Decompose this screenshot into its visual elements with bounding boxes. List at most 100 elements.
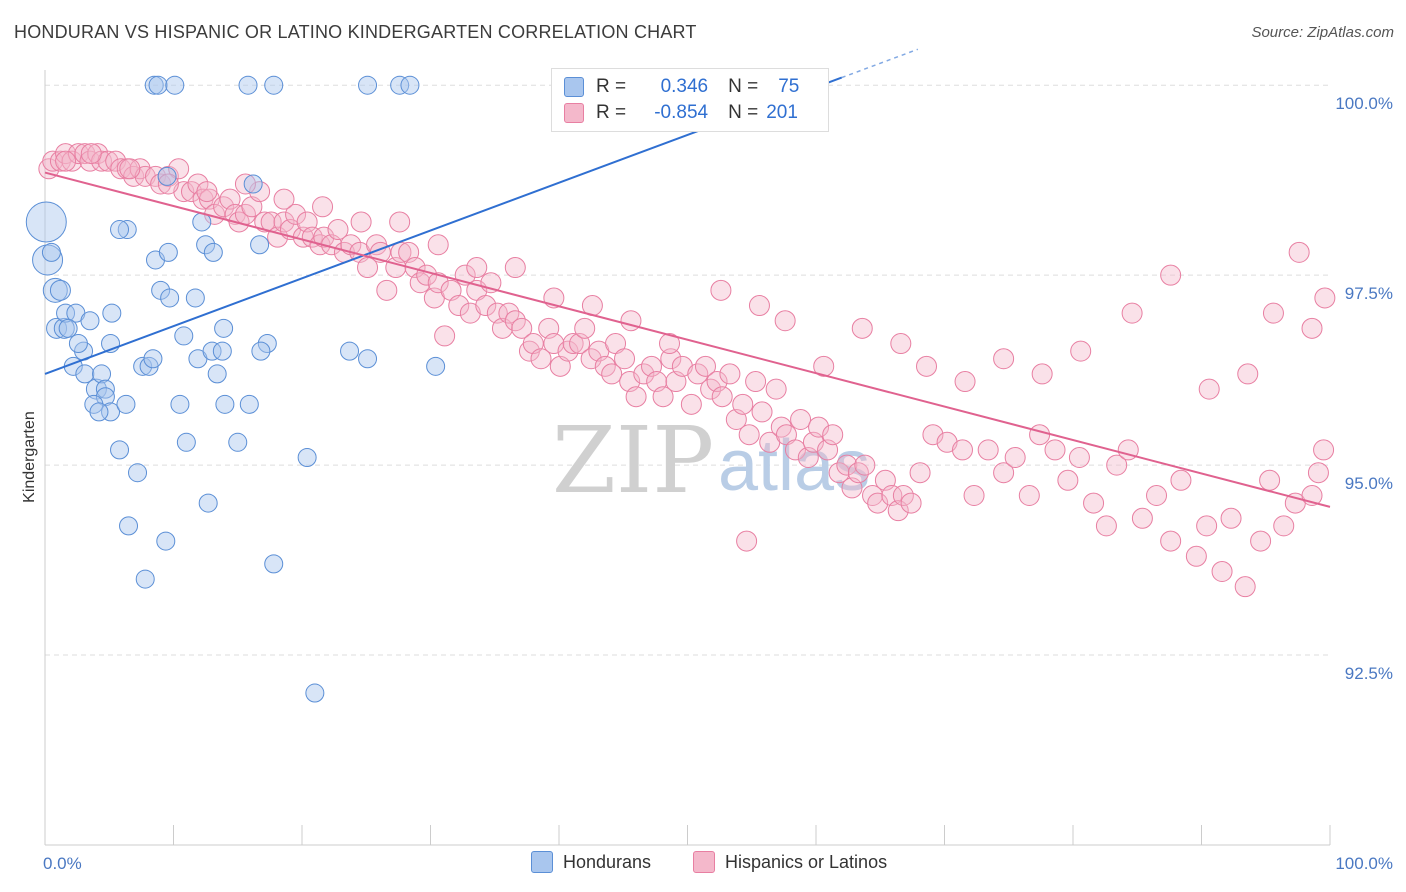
legend-r-label: R = — [596, 76, 627, 97]
data-point-hispanics — [765, 378, 787, 400]
data-point-hondurans — [170, 394, 190, 414]
data-point-hispanics — [150, 173, 172, 195]
data-point-hispanics — [1031, 363, 1053, 385]
data-point-hondurans — [185, 288, 205, 308]
data-point-hispanics — [774, 310, 796, 332]
legend-item-hispanics: Hispanics or Latinos — [693, 851, 887, 873]
data-point-hispanics — [574, 317, 596, 339]
data-point-hispanics — [459, 302, 481, 324]
data-point-hondurans — [143, 349, 163, 369]
data-point-hispanics — [79, 150, 101, 172]
y-tick-label: 95.0% — [1345, 474, 1393, 493]
trend-line-hispanics — [44, 171, 1331, 508]
data-point-hispanics — [680, 393, 702, 415]
data-point-hondurans — [165, 75, 185, 95]
data-point-hispanics — [530, 348, 552, 370]
data-point-hispanics — [1273, 515, 1295, 537]
data-point-hispanics — [1044, 439, 1066, 461]
data-point-hondurans — [174, 326, 194, 346]
data-point-hispanics — [312, 196, 334, 218]
data-point-hondurans — [133, 356, 153, 376]
data-point-hondurans — [212, 341, 232, 361]
data-point-hispanics — [42, 150, 64, 172]
legend-swatch-hondurans — [564, 77, 584, 97]
data-point-hispanics — [909, 462, 931, 484]
data-point-hispanics — [427, 234, 449, 256]
data-point-hispanics — [890, 333, 912, 355]
data-point-hispanics — [694, 355, 716, 377]
data-point-hispanics — [1185, 545, 1207, 567]
data-point-hondurans — [95, 379, 115, 399]
data-point-hispanics — [614, 348, 636, 370]
data-point-hispanics — [954, 371, 976, 393]
legend-r-value: 0.346 — [660, 76, 709, 97]
data-point-hispanics — [1131, 507, 1153, 529]
axis-labels: 92.5% 95.0% 97.5% 100.0% 0.0% 100.0% Kindergar… — [21, 94, 1393, 873]
data-point-hispanics — [157, 173, 179, 195]
data-point-hondurans — [228, 432, 248, 452]
data-point-hondurans — [196, 235, 216, 255]
data-point-hispanics — [687, 363, 709, 385]
data-point-hispanics — [249, 181, 271, 203]
data-point-hondurans — [203, 242, 223, 262]
data-point-hispanics — [601, 363, 623, 385]
data-point-hondurans — [53, 317, 75, 339]
data-point-hispanics — [440, 279, 462, 301]
data-point-hispanics — [562, 333, 584, 355]
data-point-hispanics — [790, 409, 812, 431]
data-point-hondurans — [119, 516, 139, 536]
data-point-hondurans — [297, 448, 317, 467]
data-point-hondurans — [89, 402, 109, 422]
data-point-hispanics — [313, 226, 335, 248]
data-point-hondurans — [239, 394, 259, 414]
data-point-hondurans — [264, 75, 284, 95]
data-point-hondurans — [340, 341, 360, 361]
data-point-hispanics — [1314, 287, 1336, 309]
data-point-hondurans — [148, 75, 168, 95]
x-tick-label-max: 100.0% — [1335, 854, 1393, 873]
data-point-hispanics — [719, 363, 741, 385]
data-point-hondurans — [58, 318, 78, 338]
data-point-hondurans — [128, 463, 148, 483]
data-point-hispanics — [55, 150, 77, 172]
data-point-hispanics — [434, 325, 456, 347]
chart-title: HONDURAN VS HISPANIC OR LATINO KINDERGAR… — [14, 22, 697, 42]
y-axis-label: Kindergarten — [21, 411, 38, 503]
data-point-hondurans — [110, 440, 130, 460]
data-point-hispanics — [196, 181, 218, 203]
data-point-hispanics — [1250, 530, 1272, 552]
series-hispanics-points — [38, 143, 1336, 598]
data-point-hondurans — [157, 166, 177, 186]
data-point-hispanics — [936, 431, 958, 453]
data-point-hispanics — [1018, 484, 1040, 506]
data-point-hispanics — [836, 454, 858, 476]
data-point-hondurans — [156, 531, 176, 551]
data-point-hispanics — [1288, 241, 1310, 263]
legend-n-label: N = — [728, 102, 759, 123]
data-point-hispanics — [80, 143, 102, 165]
data-point-hispanics — [851, 317, 873, 339]
data-point-hispanics — [1068, 447, 1090, 468]
data-point-hispanics — [922, 424, 944, 446]
legend-swatch-hispanics — [564, 103, 584, 123]
data-point-hispanics — [732, 393, 754, 415]
data-point-hispanics — [1170, 469, 1192, 491]
data-point-hispanics — [522, 333, 544, 355]
data-point-hondurans — [238, 75, 258, 95]
legend-label-hondurans: Hondurans — [563, 851, 652, 872]
data-point-hispanics — [168, 158, 190, 180]
data-point-hondurans — [264, 554, 284, 574]
data-point-hispanics — [254, 211, 276, 233]
data-point-hondurans — [25, 201, 67, 243]
data-point-hispanics — [828, 462, 850, 484]
data-point-hondurans — [215, 394, 235, 414]
legend-swatch-hondurans — [531, 851, 553, 873]
data-point-hispanics — [660, 348, 682, 370]
data-point-hondurans — [257, 334, 277, 354]
data-point-hispanics — [1004, 447, 1026, 468]
data-point-hondurans — [75, 364, 95, 384]
data-point-hispanics — [67, 143, 89, 165]
data-point-hispanics — [1220, 507, 1242, 529]
legend-row-hondurans: R = 0.346 N = 75 — [564, 74, 799, 100]
data-point-hispanics — [748, 295, 770, 317]
